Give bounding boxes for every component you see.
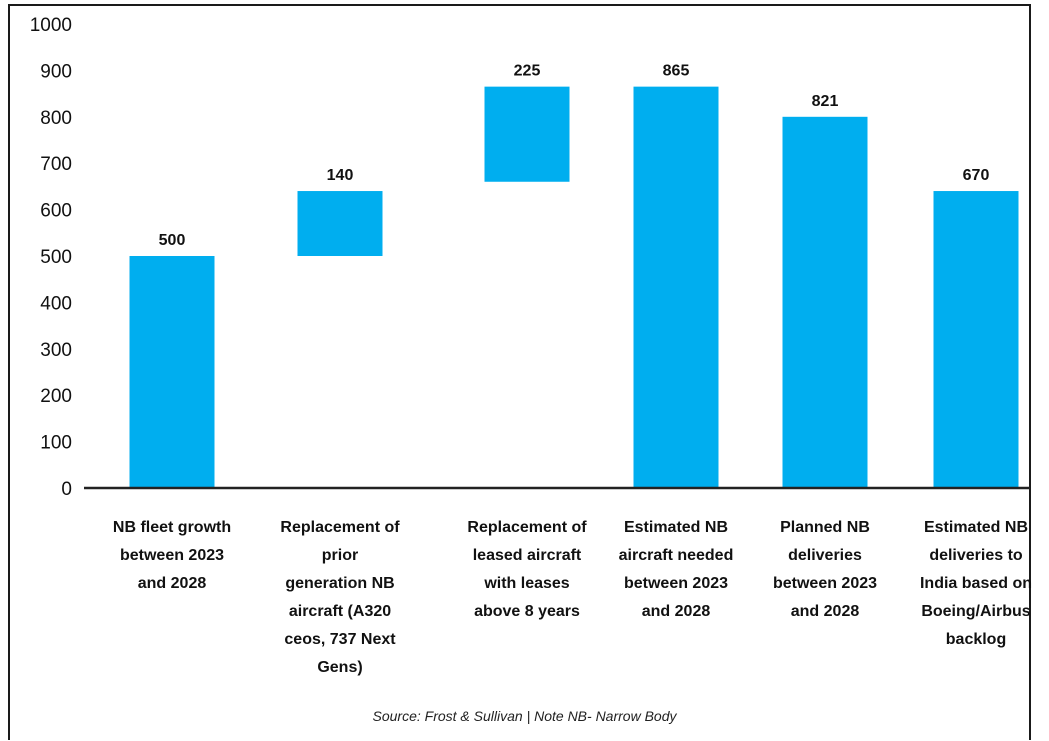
category-label-line: Planned NB xyxy=(780,519,870,536)
category-label: Estimated NB deliveries to India based on B… xyxy=(920,519,1032,648)
category-label-line: and 2028 xyxy=(791,603,860,620)
category-label-line: between 2023 xyxy=(773,575,877,592)
category-label-line: and 2028 xyxy=(642,603,711,620)
y-tick-label: 300 xyxy=(40,340,72,361)
category-label-line: prior xyxy=(322,547,358,564)
category-label-line: backlog xyxy=(946,631,1006,648)
y-tick-label: 700 xyxy=(40,154,72,175)
category-label-line: Gens) xyxy=(317,659,362,676)
category-label-line: Boeing/Airbus xyxy=(921,603,1030,620)
y-tick-label: 100 xyxy=(40,433,72,454)
category-label-line: between 2023 xyxy=(624,575,728,592)
data-label: 140 xyxy=(327,167,354,184)
source-note: Source: Frost & Sullivan | Note NB- Narr… xyxy=(372,708,677,724)
y-tick-label: 600 xyxy=(40,201,72,222)
category-label: Replacement of prior generation NB aircraft… xyxy=(280,519,400,676)
category-label-line: ceos, 737 Next xyxy=(284,631,396,648)
category-label: Replacement of leased aircraft with leases… xyxy=(467,519,587,620)
bar xyxy=(297,191,383,256)
bar xyxy=(484,86,570,182)
category-label-line: above 8 years xyxy=(474,603,580,620)
y-tick-label: 1000 xyxy=(30,15,72,36)
data-label: 821 xyxy=(812,93,839,110)
y-tick-label: 500 xyxy=(40,247,72,268)
y-tick-label: 200 xyxy=(40,386,72,407)
data-label: 865 xyxy=(663,63,690,80)
category-label-line: India based on xyxy=(920,575,1032,592)
category-label-line: NB fleet growth xyxy=(113,519,231,536)
category-label: NB fleet growth between 2023 and 2028 xyxy=(113,519,231,592)
bar xyxy=(129,256,215,488)
category-label-line: with leases xyxy=(483,575,569,592)
category-label-line: deliveries xyxy=(788,547,862,564)
bar xyxy=(782,116,868,489)
data-label: 225 xyxy=(514,63,541,80)
data-label: 500 xyxy=(159,232,186,249)
category-label-line: Replacement of xyxy=(467,519,587,536)
y-tick-label: 900 xyxy=(40,61,72,82)
category-label-line: Estimated NB xyxy=(924,519,1028,536)
category-label-line: generation NB xyxy=(285,575,394,592)
category-label: Estimated NB aircraft needed between 2023 a… xyxy=(619,519,734,620)
data-label: 670 xyxy=(963,167,990,184)
category-label-line: aircraft (A320 xyxy=(289,603,391,620)
y-tick-label: 400 xyxy=(40,293,72,314)
category-label-line: and 2028 xyxy=(138,575,207,592)
category-label-line: deliveries to xyxy=(929,547,1023,564)
bar xyxy=(633,86,719,488)
category-label-line: Estimated NB xyxy=(624,519,728,536)
category-label-line: aircraft needed xyxy=(619,547,734,564)
category-label-line: Replacement of xyxy=(280,519,400,536)
category-label-line: leased aircraft xyxy=(473,547,582,564)
category-label: Planned NB deliveries between 2023 and 2028 xyxy=(773,519,877,620)
y-tick-label: 800 xyxy=(40,108,72,129)
category-label-line: between 2023 xyxy=(120,547,224,564)
y-tick-label: 0 xyxy=(61,479,72,500)
waterfall-chart: 0 100 200 300 400 500 600 700 800 900 1000 500 140 22… xyxy=(30,15,1032,676)
chart-frame xyxy=(8,4,1031,740)
bar xyxy=(933,191,1019,489)
